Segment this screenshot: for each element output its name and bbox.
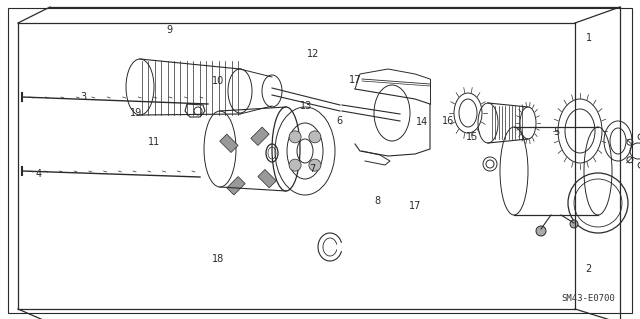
Text: SM43-E0700: SM43-E0700 xyxy=(561,294,615,303)
Text: 13: 13 xyxy=(300,101,312,111)
Circle shape xyxy=(536,226,546,236)
Text: 7: 7 xyxy=(309,164,316,174)
Text: 19: 19 xyxy=(129,108,142,118)
Bar xyxy=(220,134,238,152)
Text: 11: 11 xyxy=(147,137,160,147)
Text: 6: 6 xyxy=(336,116,342,126)
Text: 5: 5 xyxy=(554,127,560,137)
Text: 1: 1 xyxy=(586,33,592,43)
Circle shape xyxy=(289,131,301,143)
Bar xyxy=(258,169,276,188)
Circle shape xyxy=(309,159,321,171)
Text: 17: 17 xyxy=(408,201,421,211)
Text: 15: 15 xyxy=(466,132,479,142)
Text: 8: 8 xyxy=(374,196,381,206)
Text: 10: 10 xyxy=(211,76,224,86)
Text: 2: 2 xyxy=(586,263,592,274)
Circle shape xyxy=(309,131,321,143)
Text: 18: 18 xyxy=(211,254,224,264)
Bar xyxy=(227,176,245,195)
Circle shape xyxy=(289,159,301,171)
Bar xyxy=(251,127,269,145)
Text: 16: 16 xyxy=(442,116,454,126)
Text: 14: 14 xyxy=(416,117,429,127)
Text: 3: 3 xyxy=(80,92,86,102)
Text: 17: 17 xyxy=(349,75,362,85)
Text: 9: 9 xyxy=(166,25,173,35)
Circle shape xyxy=(570,220,578,228)
Text: 12: 12 xyxy=(307,49,320,59)
Text: 4: 4 xyxy=(35,169,42,179)
